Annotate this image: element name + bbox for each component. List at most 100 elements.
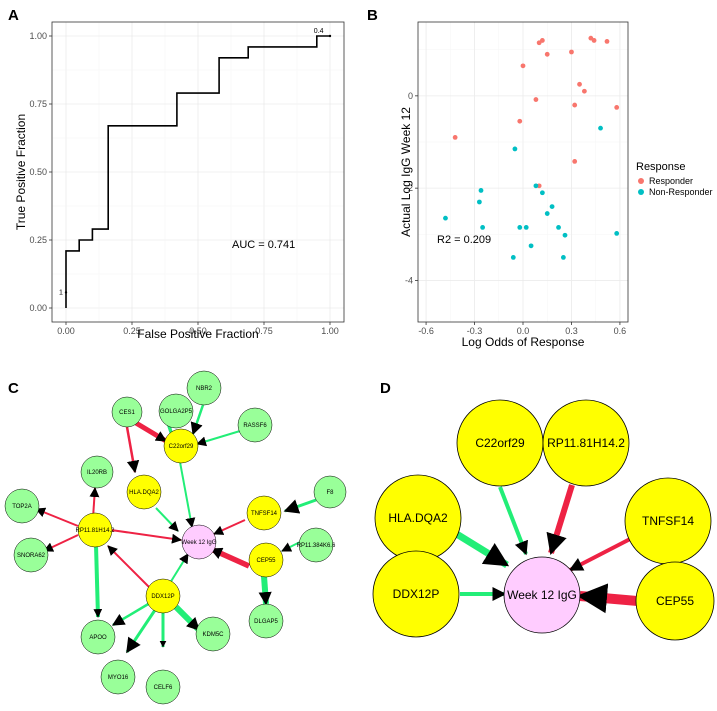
edge-d-tnfsf14-week12 xyxy=(568,535,635,572)
node-ces1 xyxy=(111,396,143,428)
node-label-apoo: APOO xyxy=(89,635,107,641)
scatter-x-tick-label: -0.6 xyxy=(418,326,434,336)
node-cep55 xyxy=(248,542,284,578)
roc-end-point xyxy=(328,34,332,38)
responder-point xyxy=(577,81,582,87)
responder-point xyxy=(517,118,523,124)
node-label-rp11-384k6: RP11.384K6.6 xyxy=(297,543,336,549)
non-responder-point xyxy=(476,199,482,205)
node-kdm5c xyxy=(195,616,231,652)
non-responder-point xyxy=(517,224,523,230)
non-responder-point xyxy=(614,230,620,236)
roc-x-tick-label: 0.75 xyxy=(255,326,273,336)
edge-nbr2-c22orf29 xyxy=(190,404,205,436)
scatter-x-axis-title: Log Odds of Response xyxy=(462,335,585,349)
node-d-rp11-81h14 xyxy=(542,399,630,487)
roc-y-tick-label: 0.50 xyxy=(29,167,47,177)
node-label-nbr2: NBR2 xyxy=(196,386,213,392)
node-label-kdm5c: KDM5C xyxy=(202,632,224,638)
roc-start-label: 1 xyxy=(59,289,63,296)
node-celf6 xyxy=(145,669,181,705)
responder-point xyxy=(614,104,620,110)
edge-ces1-hladqa2 xyxy=(125,426,140,474)
responder-point xyxy=(591,38,597,43)
roc-end-label: 0.4 xyxy=(314,28,324,35)
legend-swatch-responder xyxy=(638,178,644,184)
scatter-legend: Response Responder Non-Responder xyxy=(636,161,713,197)
edge-rp11-apoo xyxy=(93,544,103,618)
node-dlgap5 xyxy=(248,603,284,639)
responder-point xyxy=(572,158,578,164)
node-label-golga2p5: GOLGA2P5 xyxy=(160,409,193,415)
responder-point xyxy=(452,134,458,140)
non-responder-point xyxy=(533,183,539,189)
node-label-top2a: TOP2A xyxy=(12,504,32,510)
legend-label-non-responder: Non-Responder xyxy=(649,187,713,197)
non-responder-point xyxy=(512,146,518,152)
roc-x-axis-title: False Positive Fraction xyxy=(137,327,258,341)
node-label-dlgap5: DLGAP5 xyxy=(254,619,278,625)
node-d-ddx12p xyxy=(372,550,460,638)
node-top2a xyxy=(4,488,40,524)
non-responder-point xyxy=(544,211,550,216)
edge-rp11-week12 xyxy=(110,529,182,544)
node-ddx12p xyxy=(145,578,181,614)
scatter-gridlines xyxy=(418,22,628,322)
node-rp11-384k6 xyxy=(298,527,334,563)
non-responder-point xyxy=(478,188,484,193)
network-c: GOLGA2P5 NBR2 CES1 C22orf29 RASSF6 IL20R… xyxy=(4,370,347,705)
edge-d-hladqa2-week12 xyxy=(453,530,510,568)
node-hladqa2 xyxy=(126,474,162,510)
non-responder-point xyxy=(560,254,566,260)
scatter-y-axis-title: Actual Log IgG Week 12 xyxy=(399,107,413,237)
scatter-y-tick-label: 0 xyxy=(408,91,413,101)
edge-f8-tnfsf14 xyxy=(283,498,317,514)
non-responder-point xyxy=(539,190,545,196)
edge-rassf6-c22orf29 xyxy=(196,430,241,447)
node-d-week12-igg xyxy=(503,556,581,634)
edge-rp11384-cep55 xyxy=(281,541,301,552)
network-c-nodes: GOLGA2P5 NBR2 CES1 C22orf29 RASSF6 IL20R… xyxy=(4,370,347,705)
responder-point xyxy=(520,63,526,69)
responder-point xyxy=(569,49,574,55)
responder-point xyxy=(539,38,545,43)
roc-start-point xyxy=(64,291,68,294)
roc-chart: 0.00 0.25 0.50 0.75 1.00 0.00 0.25 0.50 0.75 1.00… xyxy=(14,21,345,341)
node-d-cep55 xyxy=(635,561,715,641)
non-responder-point xyxy=(598,125,603,131)
edge-d-rp11-week12 xyxy=(546,484,575,556)
scatter-x-tick-label: 0.0 xyxy=(517,326,530,336)
node-golga2p5 xyxy=(158,393,194,429)
roc-y-tick-label: 0.25 xyxy=(29,235,47,245)
edge-hladqa2-week12 xyxy=(155,507,179,532)
responder-point xyxy=(604,38,610,44)
responder-point xyxy=(533,97,539,102)
network-d-edges xyxy=(453,484,638,614)
node-d-label-ddx12p: DDX12P xyxy=(393,587,440,601)
scatter-y-tick-label: -4 xyxy=(405,275,413,285)
panel-label-a: A xyxy=(8,7,19,24)
node-nbr2 xyxy=(186,370,222,406)
node-f8 xyxy=(313,475,347,509)
node-snora62 xyxy=(13,537,49,573)
scatter-x-tick-label: -0.3 xyxy=(467,326,483,336)
node-rassf6 xyxy=(237,407,273,443)
roc-tick-labels: 0.00 0.25 0.50 0.75 1.00 0.00 0.25 0.50 0.75 1.00 xyxy=(29,31,338,336)
node-label-ddx12p: DDX12P xyxy=(151,594,174,600)
edge-ddx12p-apoo xyxy=(111,601,151,627)
node-tnfsf14 xyxy=(246,495,282,531)
network-d-nodes: C22orf29 RP11.81H14.2 HLA.DQA2 TNFSF14 D… xyxy=(372,399,715,641)
edge-ddx12p-myo16 xyxy=(125,609,157,654)
non-responder-point xyxy=(549,204,555,210)
scatter-points xyxy=(443,35,620,260)
node-c22orf29 xyxy=(163,428,199,464)
node-label-cep55: CEP55 xyxy=(256,558,276,564)
node-label-rp11-81h14: RP11.81H14.2 xyxy=(76,528,116,534)
non-responder-point xyxy=(510,254,516,260)
edge-rp11-top2a xyxy=(35,507,79,527)
responder-point xyxy=(544,51,550,57)
roc-x-tick-label: 0.00 xyxy=(57,326,75,336)
responder-point xyxy=(581,88,587,94)
roc-y-tick-label: 0.00 xyxy=(29,303,47,313)
